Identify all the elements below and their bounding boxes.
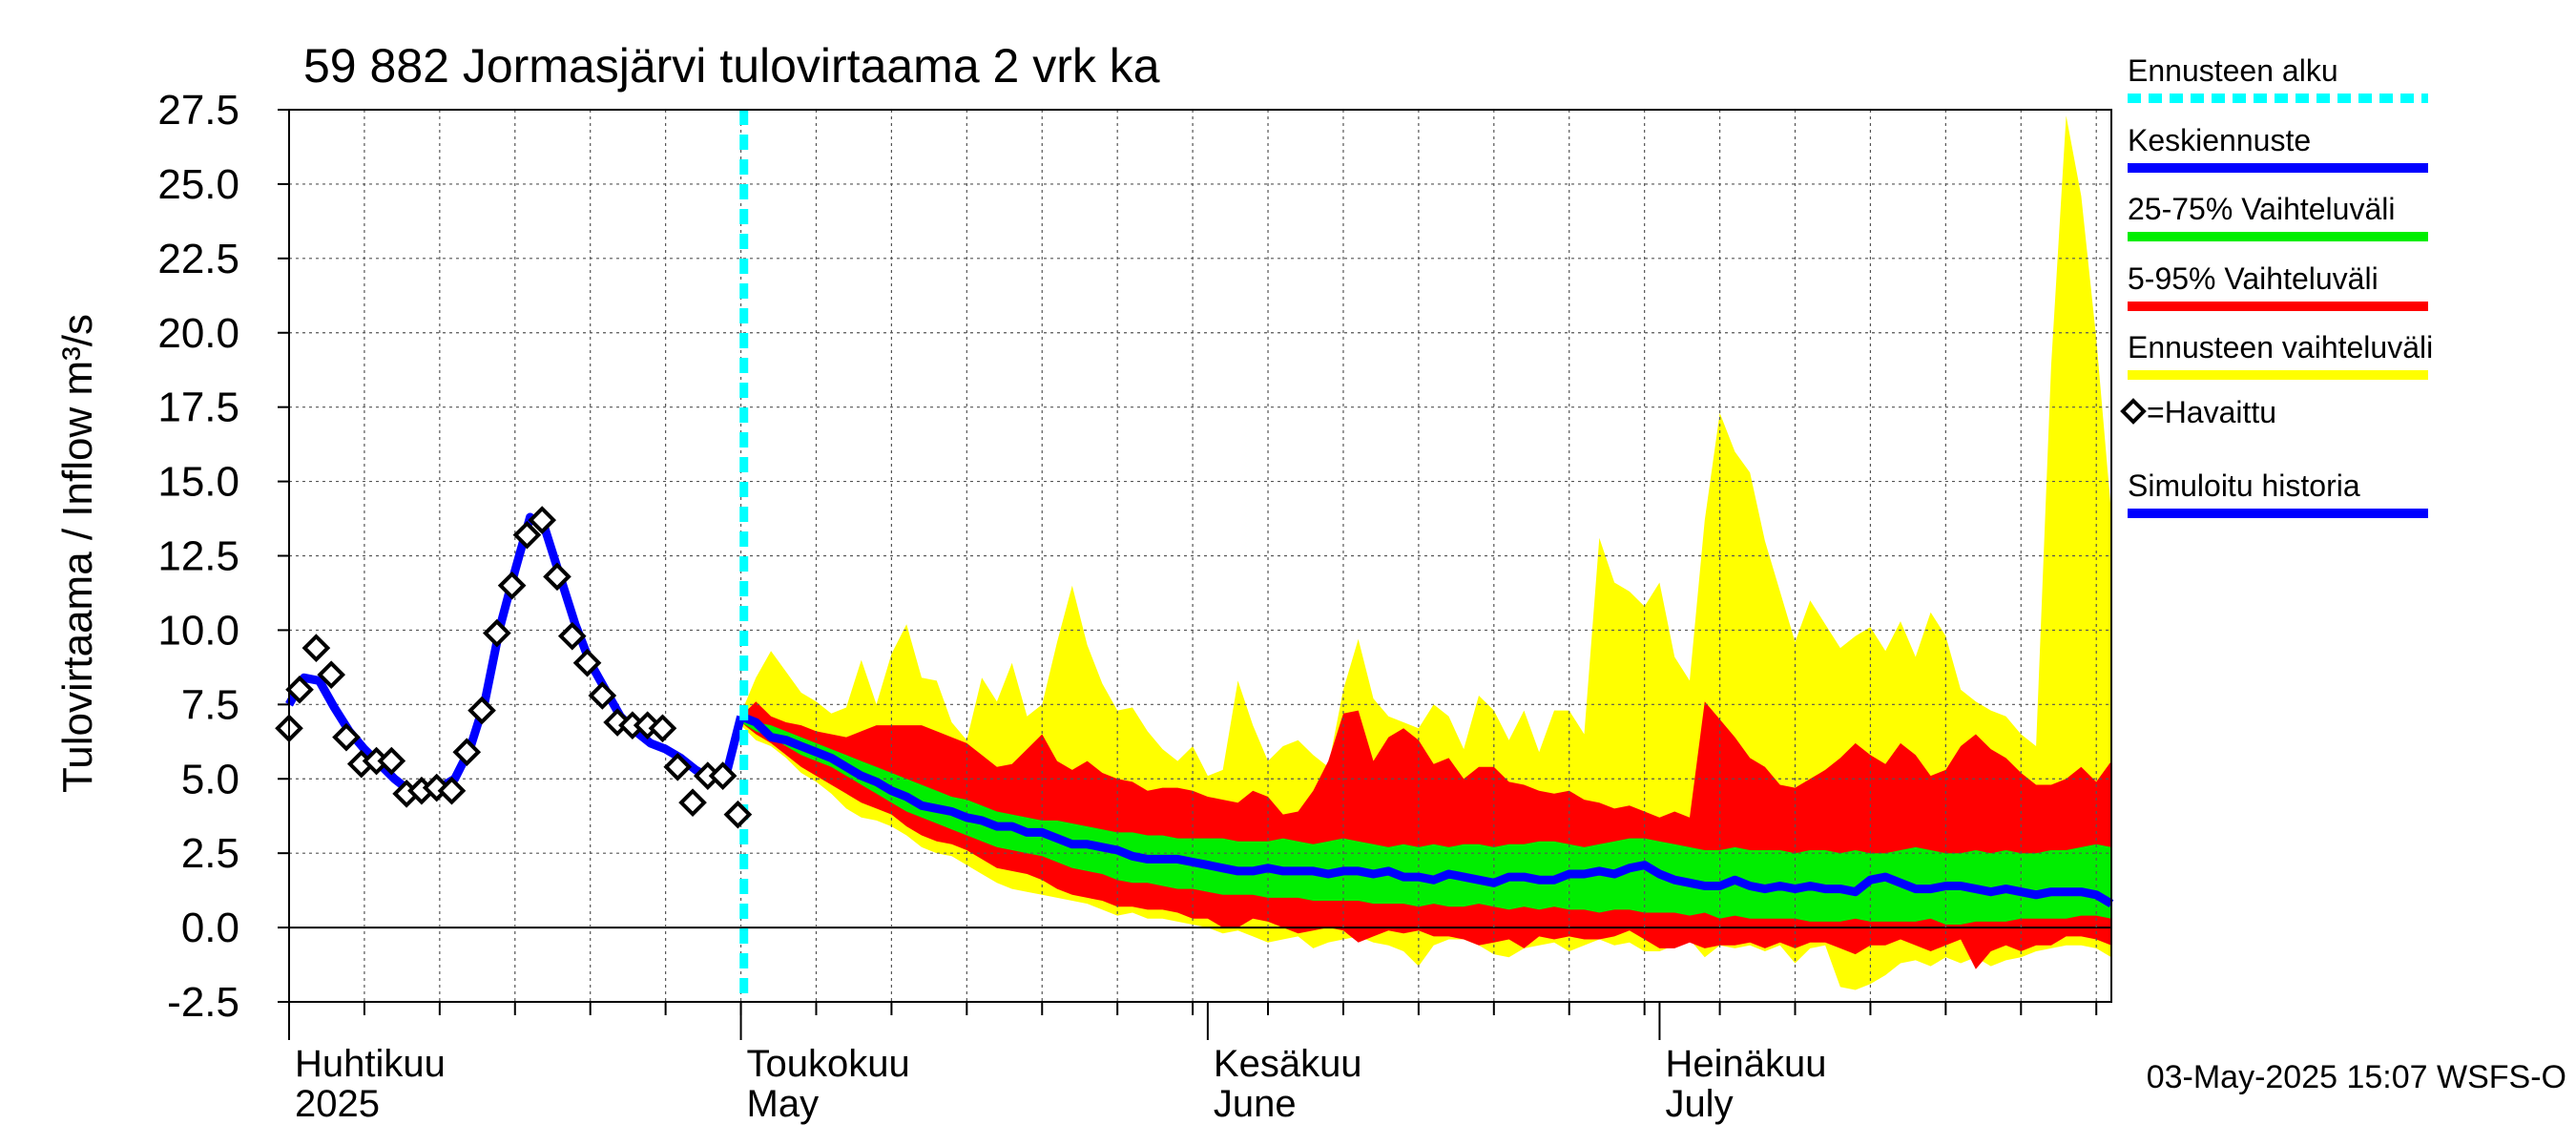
observed-point: [285, 675, 314, 704]
observed-point: [543, 562, 571, 592]
observed-point: [497, 571, 527, 600]
observed-point: [557, 621, 587, 651]
legend-label: Simuloitu historia: [2128, 468, 2360, 503]
observed-point: [678, 788, 707, 818]
legend-label: 5-95% Vaihteluväli: [2128, 261, 2379, 296]
observed-point: [708, 761, 737, 790]
y-tick-label: 5.0: [181, 756, 239, 802]
x-month-sublabel: 2025: [295, 1083, 380, 1125]
observed-point: [377, 746, 406, 776]
observed-point: [452, 738, 482, 767]
observed-point: [317, 660, 346, 689]
y-tick-label: 17.5: [157, 385, 239, 431]
x-month-sublabel: May: [747, 1083, 820, 1125]
observed-point: [437, 776, 467, 805]
observed-point: [663, 752, 693, 781]
band-25-75-vaihteluv-li: [740, 716, 2111, 925]
grid-lines: [289, 110, 2111, 1002]
y-tick-label: 27.5: [157, 87, 239, 134]
x-month-sublabel: June: [1214, 1083, 1297, 1125]
y-tick-label: 20.0: [157, 310, 239, 357]
y-axis: -2.5 0.0 2.5 5.0 7.5 10.0 12.5 15.0 17.5 20.0 22.5…: [157, 87, 289, 1026]
footer-timestamp: 03-May-2025 15:07 WSFS-O: [2147, 1059, 2566, 1095]
plot-area: [275, 110, 2114, 1002]
y-axis-label: Tulovirtaama / Inflow m³/s: [54, 314, 101, 793]
chart-title: 59 882 Jormasjärvi tulovirtaama 2 vrk ka: [303, 39, 1160, 93]
x-month-label: Huhtikuu: [295, 1043, 446, 1085]
x-month-label: Toukokuu: [747, 1043, 910, 1085]
y-tick-label: 22.5: [157, 236, 239, 282]
observed-point: [572, 648, 602, 677]
simulated-history-line: [285, 512, 745, 796]
x-month-label: Kesäkuu: [1214, 1043, 1362, 1085]
legend-label: Keskiennuste: [2128, 123, 2311, 157]
y-tick-label: 12.5: [157, 533, 239, 580]
legend-label: Ennusteen alku: [2128, 53, 2338, 88]
x-month-label: Heinäkuu: [1665, 1043, 1826, 1085]
observed-point: [648, 714, 677, 743]
legend-label: 25-75% Vaihteluväli: [2128, 192, 2395, 226]
x-month-sublabel: July: [1665, 1083, 1733, 1125]
observed-point: [723, 800, 753, 829]
observed-point: [467, 696, 496, 725]
y-tick-label: 7.5: [181, 681, 239, 728]
forecast-bands: [740, 115, 2111, 990]
observed-point: [483, 618, 511, 648]
y-tick-label: 15.0: [157, 459, 239, 506]
y-tick-label: 10.0: [157, 607, 239, 654]
y-tick-label: 2.5: [181, 830, 239, 877]
legend-label: =Havaittu: [2147, 395, 2276, 429]
observed-markers: [275, 506, 753, 829]
observed-point: [332, 722, 361, 752]
legend-marker-observed: [2120, 398, 2147, 425]
series-lines: [285, 110, 2114, 1002]
observed-point: [528, 506, 557, 534]
y-tick-label: 25.0: [157, 161, 239, 208]
observed-point: [301, 634, 331, 662]
observed-point: [588, 681, 617, 710]
observed-point: [512, 520, 542, 550]
y-tick-label: 0.0: [181, 905, 239, 951]
legend-label: Ennusteen vaihteluväli: [2128, 330, 2433, 364]
y-tick-label: -2.5: [167, 979, 239, 1026]
legend: Ennusteen alku Keskiennuste 25-75% Vaihtel…: [2120, 53, 2433, 518]
median-forecast-line: [738, 712, 2114, 907]
